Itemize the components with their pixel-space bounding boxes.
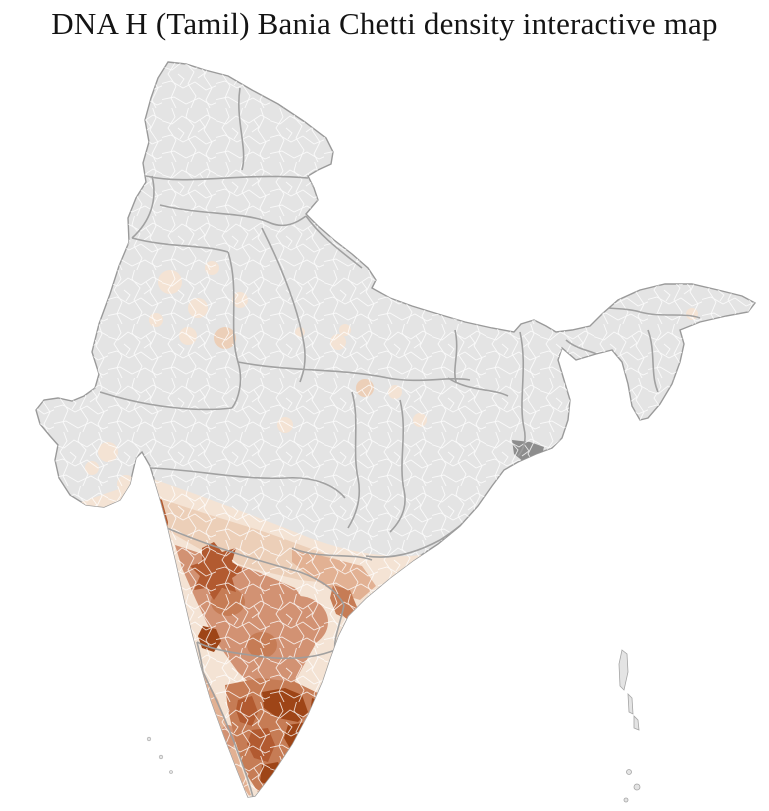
andaman-island-1[interactable] [618, 649, 629, 691]
andaman-nicobar-islands[interactable] [618, 649, 641, 803]
district-grid-overlay [36, 62, 755, 797]
lakshadweep-island-2[interactable] [158, 754, 164, 760]
state-borders [99, 87, 701, 797]
lakshadweep-islands[interactable] [146, 736, 173, 774]
nicobar-island-1[interactable] [626, 769, 632, 775]
map-title: DNA H (Tamil) Bania Chetti density inter… [51, 6, 718, 41]
andaman-island-2[interactable] [627, 692, 634, 715]
nicobar-island-3[interactable] [623, 797, 629, 803]
andaman-island-3[interactable] [633, 715, 640, 731]
nicobar-island-2[interactable] [633, 783, 641, 791]
lakshadweep-island-3[interactable] [169, 770, 173, 774]
lakshadweep-island-1[interactable] [146, 736, 152, 742]
